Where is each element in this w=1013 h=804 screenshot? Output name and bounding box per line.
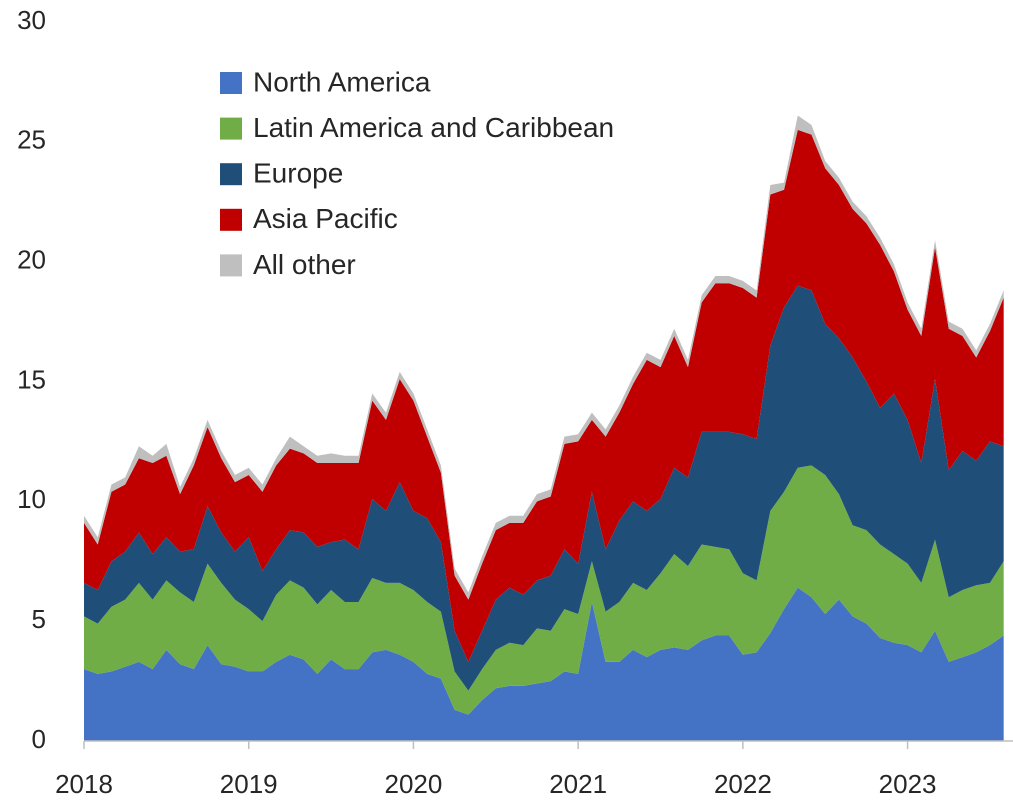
y-tick-label: 15 [17, 364, 46, 394]
legend-label: North America [253, 66, 431, 97]
y-tick-label: 25 [17, 125, 46, 155]
x-tick-label: 2021 [549, 769, 607, 799]
y-tick-label: 20 [17, 245, 46, 275]
x-tick-label: 2019 [220, 769, 278, 799]
legend-label: Europe [253, 158, 343, 189]
legend-swatch [220, 163, 242, 186]
legend-label: Asia Pacific [253, 203, 398, 234]
x-tick-label: 2018 [55, 769, 113, 799]
x-tick-label: 2020 [385, 769, 443, 799]
y-tick-label: 0 [32, 724, 46, 754]
area [84, 129, 1004, 662]
legend-label: All other [253, 249, 356, 280]
y-tick-label: 10 [17, 484, 46, 514]
y-tick-label: 30 [17, 5, 46, 35]
legend-swatch [220, 208, 242, 231]
area [84, 285, 1004, 691]
area [84, 465, 1004, 715]
legend-swatch [220, 72, 242, 94]
legend-swatch [220, 117, 242, 140]
legend-swatch [220, 254, 242, 277]
x-tick-label: 2022 [714, 769, 772, 799]
y-tick-label: 5 [32, 604, 46, 634]
legend-label: Latin America and Caribbean [253, 112, 614, 143]
area [84, 587, 1004, 741]
x-tick-label: 2023 [879, 769, 937, 799]
